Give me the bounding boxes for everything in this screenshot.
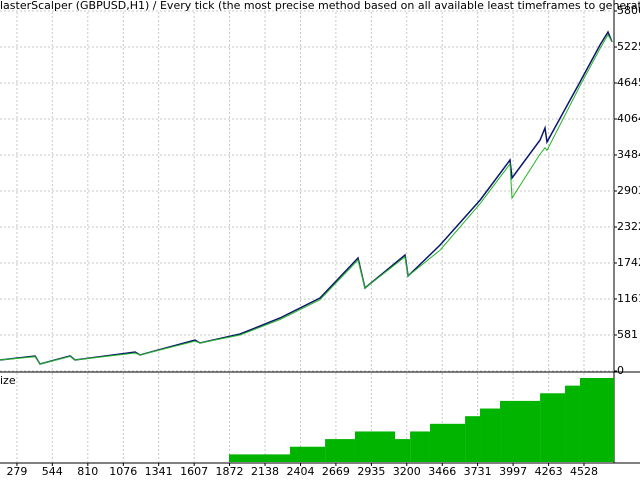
bar — [540, 393, 566, 462]
x-tick-label: 1607 — [180, 465, 208, 478]
x-tick-label: 3997 — [499, 465, 527, 478]
bar — [354, 431, 396, 462]
y-tick-label: 581 — [617, 328, 638, 341]
x-tick-label: 2935 — [357, 465, 385, 478]
bar — [480, 408, 501, 462]
x-tick-label: 4528 — [570, 465, 598, 478]
y-tick-label: 0 — [617, 364, 624, 377]
x-tick-label: 1341 — [145, 465, 173, 478]
bar — [289, 446, 326, 462]
x-tick-label: 1872 — [216, 465, 244, 478]
x-tick-label: 810 — [77, 465, 98, 478]
bar — [465, 416, 481, 462]
x-tick-label: 2669 — [322, 465, 350, 478]
x-tick-label: 4263 — [535, 465, 563, 478]
x-tick-label: 279 — [6, 465, 27, 478]
bar — [410, 431, 430, 462]
bar — [325, 439, 355, 462]
x-tick-label: 2404 — [287, 465, 315, 478]
x-tick-label: 2138 — [251, 465, 279, 478]
x-tick-label: 3466 — [428, 465, 456, 478]
x-tick-label: 1076 — [109, 465, 137, 478]
bar — [395, 439, 411, 462]
bar — [565, 385, 580, 462]
bar — [597, 378, 614, 462]
series-line — [0, 33, 613, 365]
x-tick-label: 3200 — [393, 465, 421, 478]
bar — [500, 400, 541, 462]
x-tick-label: 3731 — [464, 465, 492, 478]
bar — [429, 423, 466, 462]
y-tick-label: 5806 — [617, 4, 640, 17]
bar — [228, 454, 290, 462]
x-tick-label: 544 — [42, 465, 63, 478]
panel-label: ize — [0, 374, 16, 387]
chart-title: lasterScalper (GBPUSD,H1) / Every tick (… — [0, 0, 640, 12]
bar — [579, 378, 598, 462]
